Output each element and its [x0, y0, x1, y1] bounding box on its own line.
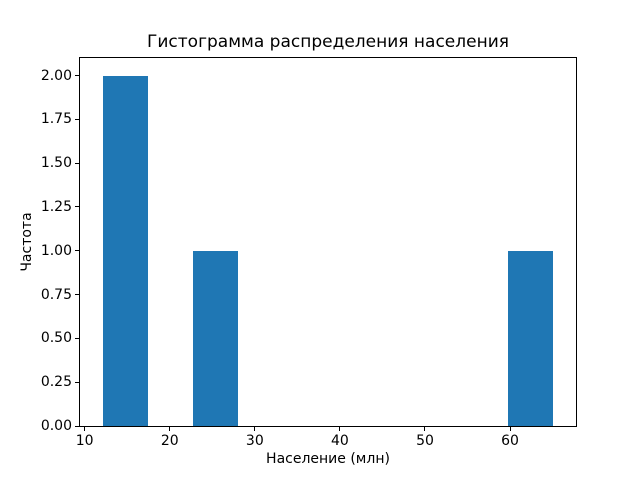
x-axis-tick-label: 20	[160, 433, 179, 449]
y-axis-tick-label: 1.75	[40, 111, 72, 128]
y-axis-tick-label: 0.50	[40, 330, 72, 347]
x-axis-tick	[254, 427, 256, 431]
chart-title: Гистограмма распределения населения	[147, 32, 509, 52]
x-axis-label: Население (млн)	[266, 451, 390, 467]
x-axis-tick	[424, 427, 426, 431]
x-axis-tick	[169, 427, 171, 431]
bars-layer	[80, 58, 576, 426]
plot-area	[79, 57, 577, 427]
y-axis-tick-label: 0.25	[40, 374, 72, 391]
y-axis-label: Частота	[19, 212, 35, 272]
x-axis-tick-label: 50	[416, 433, 434, 449]
x-axis-tick-label: 60	[501, 433, 519, 449]
y-axis-tick-label: 1.50	[40, 155, 72, 172]
x-axis-tick-label: 30	[245, 433, 264, 449]
x-axis-tick	[84, 427, 86, 431]
histogram-bar	[192, 250, 238, 426]
x-axis-tick	[339, 427, 341, 431]
histogram-bar	[102, 75, 148, 426]
x-axis-tick-label: 40	[330, 433, 349, 449]
y-axis-tick-label: 0.75	[40, 286, 72, 303]
histogram-bar	[508, 250, 554, 426]
x-axis-tick	[509, 427, 511, 431]
y-axis-tick-label: 2.00	[40, 67, 72, 84]
x-axis-tick-label: 10	[75, 433, 94, 449]
y-axis-tick-label: 0.00	[40, 418, 72, 434]
